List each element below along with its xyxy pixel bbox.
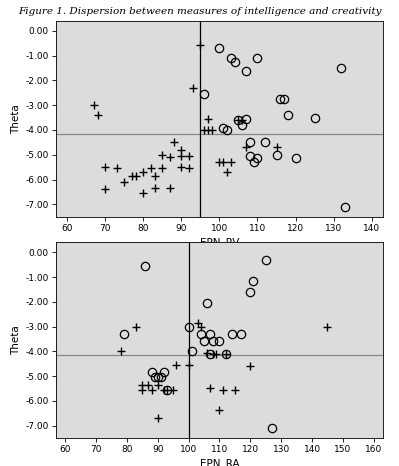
X-axis label: EPN_RV: EPN_RV <box>200 237 239 248</box>
Text: Figure 1. Dispersion between measures of intelligence and creativity: Figure 1. Dispersion between measures of… <box>18 7 381 16</box>
Y-axis label: Theta: Theta <box>12 325 22 355</box>
Y-axis label: Theta: Theta <box>12 104 22 134</box>
X-axis label: EPN_RA: EPN_RA <box>200 458 239 466</box>
